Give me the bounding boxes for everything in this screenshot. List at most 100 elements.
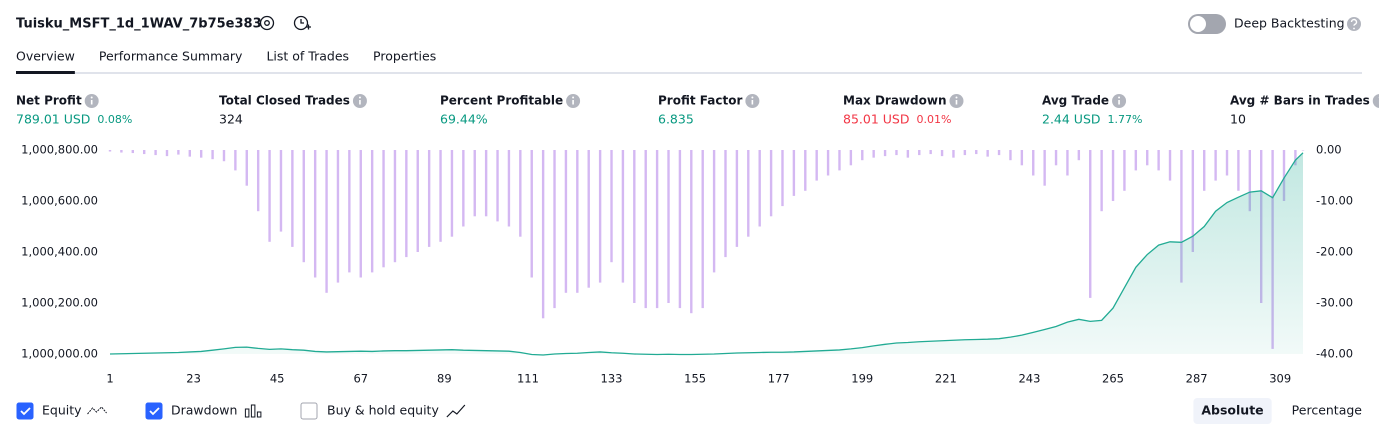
info-icon[interactable]	[84, 94, 99, 108]
info-dot	[1118, 96, 1121, 99]
drawdown-bar	[1020, 150, 1024, 166]
checkbox[interactable]	[300, 402, 318, 420]
drawdown-bar	[1009, 150, 1012, 161]
x-tick-label: 133	[601, 372, 623, 386]
x-tick-label: 243	[1018, 372, 1040, 386]
settings-icon[interactable]	[259, 15, 275, 31]
drawdown-bar	[519, 150, 522, 237]
checkbox[interactable]	[145, 402, 163, 420]
strategy-title: Tuisku_MSFT_1d_1WAV_7b75e383	[16, 17, 262, 32]
alert-icon[interactable]	[293, 15, 312, 31]
drawdown-bar	[177, 150, 180, 155]
help-icon[interactable]	[1347, 17, 1361, 31]
drawdown-bar	[1282, 150, 1286, 201]
drawdown-bar	[462, 150, 465, 227]
drawdown-bar	[473, 150, 476, 217]
drawdown-bar	[1225, 150, 1229, 176]
drawdown-icon	[250, 404, 256, 418]
drawdown-bar	[1248, 150, 1252, 212]
drawdown-bar	[154, 150, 157, 156]
info-icon[interactable]	[1112, 94, 1127, 108]
drawdown-bar	[1203, 150, 1206, 191]
drawdown-bar	[108, 150, 112, 152]
drawdown-bar	[234, 150, 237, 171]
metric-label: Avg Trade	[1042, 94, 1109, 108]
drawdown-bar	[393, 150, 397, 263]
metric-value: 69.44%	[440, 112, 488, 127]
metric-label: Percent Profitable	[440, 94, 563, 108]
drawdown-bar	[690, 150, 693, 314]
x-tick-label: 199	[851, 372, 873, 386]
deep-backtesting-label: Deep Backtesting	[1234, 16, 1345, 31]
toggle-knob	[1190, 16, 1206, 32]
x-tick-label: 67	[353, 372, 368, 386]
drawdown-bar	[724, 150, 727, 258]
drawdown-bar	[450, 150, 454, 237]
drawdown-bar	[918, 150, 921, 156]
info-icon[interactable]	[745, 94, 760, 108]
drawdown-bar	[1043, 150, 1046, 186]
drawdown-bar	[131, 150, 134, 154]
tab[interactable]: Performance Summary	[99, 49, 243, 64]
tab[interactable]: Overview	[16, 49, 75, 64]
y-tick-label: 1,000,600.00	[21, 194, 98, 208]
drawdown-bar	[1191, 150, 1195, 252]
drawdown-bar	[769, 150, 773, 217]
x-tick-label: 89	[437, 372, 452, 386]
drawdown-bar	[359, 150, 362, 278]
info-icon[interactable]	[566, 94, 581, 108]
x-tick-label: 309	[1269, 372, 1291, 386]
drawdown-bar	[621, 150, 625, 283]
drawdown-bar	[1294, 150, 1297, 166]
y-tick-label: 1,000,200.00	[21, 296, 98, 310]
drawdown-bar	[405, 150, 408, 258]
drawdown-bar	[940, 150, 944, 157]
info-icon[interactable]	[1372, 94, 1379, 108]
drawdown-bar	[1237, 150, 1240, 191]
scale-option[interactable]: Percentage	[1292, 403, 1363, 418]
y-tick-label: 1,000,800.00	[21, 143, 98, 157]
drawdown-bar	[348, 150, 351, 273]
drawdown-bar	[758, 150, 761, 227]
info-icon[interactable]	[352, 94, 367, 108]
drawdown-bar	[1134, 150, 1138, 171]
checkbox[interactable]	[16, 402, 34, 420]
equity-area	[110, 152, 1303, 356]
drawdown-bar	[553, 150, 556, 309]
tab[interactable]: Properties	[373, 49, 436, 64]
drawdown-bar	[576, 150, 579, 293]
drawdown-bar	[1032, 150, 1035, 176]
info-stem	[359, 100, 361, 105]
y2-tick-label: -30.00	[1316, 296, 1353, 310]
scale-option[interactable]: Absolute	[1201, 403, 1263, 418]
metric-value: 324	[219, 112, 243, 127]
x-tick-label: 1	[106, 372, 113, 386]
drawdown-bar	[1066, 150, 1069, 176]
drawdown-bar	[701, 150, 704, 309]
tab[interactable]: List of Trades	[266, 49, 349, 64]
drawdown-bar	[496, 150, 499, 222]
x-tick-label: 221	[935, 372, 957, 386]
drawdown-bar	[530, 150, 533, 278]
drawdown-bar	[587, 150, 590, 288]
y-tick-label: 1,000,400.00	[21, 245, 98, 259]
drawdown-bar	[1214, 150, 1217, 181]
drawdown-bar	[872, 150, 875, 158]
drawdown-bar	[370, 150, 374, 273]
scale-option-bg	[1193, 398, 1272, 424]
x-tick-label: 177	[768, 372, 790, 386]
drawdown-bar	[712, 150, 716, 273]
drawdown-bar	[1054, 150, 1058, 166]
active-tab-underline	[16, 71, 75, 74]
drawdown-bar	[313, 150, 317, 278]
drawdown-bar	[1168, 150, 1172, 181]
drawdown-bar	[256, 150, 260, 212]
metric-label: Avg # Bars in Trades	[1230, 94, 1370, 108]
info-icon[interactable]	[949, 94, 964, 108]
drawdown-bar	[1089, 150, 1092, 298]
drawdown-bar	[667, 150, 670, 303]
info-stem	[90, 100, 93, 105]
buy-hold-icon	[446, 404, 466, 418]
info-stem	[1118, 100, 1120, 105]
drawdown-bar	[997, 150, 1001, 156]
